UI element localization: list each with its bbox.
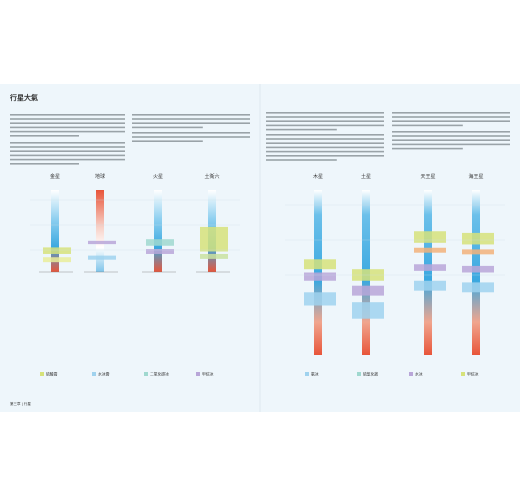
planet-name: 海王星 — [468, 173, 483, 180]
text-line — [392, 135, 510, 137]
text-line — [10, 114, 125, 116]
text-line — [10, 122, 125, 124]
text-line — [266, 138, 384, 140]
planet-name: 木星 — [313, 173, 323, 180]
text-line — [132, 126, 203, 129]
text-line — [10, 118, 125, 120]
text-line — [10, 130, 125, 133]
body-text — [10, 112, 510, 165]
text-line — [266, 159, 337, 161]
text-line — [392, 143, 510, 146]
atmosphere-column — [424, 190, 432, 355]
text-line — [10, 154, 125, 157]
text-line — [132, 136, 250, 138]
legend-label: 甲烷冰 — [202, 372, 214, 377]
legend-swatch — [40, 372, 44, 376]
text-line — [392, 116, 510, 118]
atmosphere-column — [154, 190, 162, 272]
cloud-layer — [462, 282, 494, 293]
cloud-layer — [88, 240, 116, 245]
planet-name: 天王星 — [420, 174, 435, 180]
text-line — [266, 116, 384, 118]
text-line — [132, 132, 250, 134]
planet-name: 土星 — [361, 173, 371, 180]
title: 行星大氣 — [9, 93, 38, 102]
legend-label: 水冰雲 — [98, 372, 110, 377]
legend-label: 硫酸霧 — [46, 372, 58, 377]
text-line — [132, 140, 203, 142]
text-line — [266, 124, 384, 127]
atmosphere-column — [96, 190, 104, 272]
text-line — [10, 163, 79, 165]
text-line — [132, 118, 250, 120]
planet-name: 地球 — [95, 173, 105, 180]
legend-swatch — [409, 372, 413, 376]
cloud-layer — [146, 249, 174, 254]
text-line — [132, 114, 250, 116]
text-line — [392, 124, 463, 127]
cloud-layer — [462, 249, 494, 255]
planet-name: 土衛六 — [204, 173, 219, 180]
legend-label: 甲烷冰 — [467, 372, 479, 377]
cloud-layer — [414, 247, 446, 253]
legend-label: 二氧化碳冰 — [150, 372, 169, 377]
cloud-layer — [304, 292, 336, 306]
text-line — [392, 147, 463, 150]
text-line — [132, 122, 250, 124]
text-line — [266, 134, 384, 136]
cloud-layer — [462, 265, 494, 273]
text-line — [266, 112, 384, 114]
legend-swatch — [357, 372, 361, 376]
cloud-layer — [304, 259, 336, 270]
text-line — [10, 146, 125, 148]
text-line — [266, 146, 384, 149]
text-line — [392, 120, 510, 122]
text-line — [266, 150, 384, 153]
cloud-layer — [200, 226, 228, 252]
planet-name: 金星 — [50, 173, 60, 180]
legend-swatch — [144, 372, 148, 376]
legend-label: 硫氫化銨 — [363, 372, 378, 377]
text-line — [10, 142, 125, 144]
cloud-layer — [304, 272, 336, 281]
text-line — [392, 139, 510, 141]
cloud-layer — [146, 239, 174, 246]
cloud-layer — [414, 264, 446, 271]
legend-swatch — [92, 372, 96, 376]
planet-name: 火星 — [153, 174, 163, 180]
text-line — [266, 120, 384, 122]
cloud-layer — [462, 232, 494, 245]
text-line — [10, 150, 125, 152]
cloud-layer — [414, 280, 446, 291]
cloud-layer — [88, 255, 116, 260]
legend-label: 氨冰 — [311, 372, 319, 377]
text-line — [266, 155, 384, 157]
text-line — [10, 135, 79, 137]
cloud-layer — [352, 285, 384, 296]
text-line — [392, 112, 510, 114]
legend-label: 水冰 — [415, 372, 423, 377]
cloud-layer — [200, 253, 228, 259]
text-line — [266, 142, 384, 144]
text-line — [10, 158, 125, 161]
legend-swatch — [461, 372, 465, 376]
cloud-layer — [414, 231, 446, 243]
footer-left: 第三章 | 行星 — [10, 401, 31, 406]
text-line — [266, 128, 337, 131]
cloud-layer — [43, 247, 71, 254]
text-line — [10, 126, 125, 129]
legend-swatch — [305, 372, 309, 376]
atmosphere-column — [51, 190, 59, 272]
legend-swatch — [196, 372, 200, 376]
cloud-layer — [43, 257, 71, 263]
text-line — [392, 131, 510, 133]
cloud-layer — [352, 302, 384, 319]
